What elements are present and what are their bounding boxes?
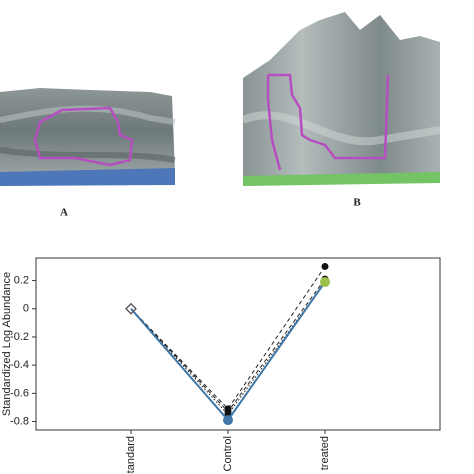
x-tick-label: Control	[222, 436, 234, 471]
y-tick-label: -0.2	[10, 331, 29, 343]
plot-frame	[35, 257, 441, 431]
y-tick-label: -0.8	[10, 415, 29, 427]
marker	[321, 262, 329, 270]
line	[130, 266, 326, 410]
marker	[320, 276, 330, 287]
panel-label: B	[353, 197, 361, 209]
y-tick-label: 0.2	[14, 274, 29, 286]
y-tick-label: -0.6	[10, 387, 29, 399]
y-tick-label: -0.4	[10, 359, 29, 371]
marker	[223, 415, 233, 426]
line	[130, 281, 326, 416]
panel-label: A	[60, 207, 68, 219]
y-tick-label: 0	[23, 303, 29, 315]
surface-a	[0, 88, 176, 186]
surface-b	[241, 12, 441, 186]
marker	[125, 303, 137, 315]
line	[130, 281, 326, 422]
line	[130, 278, 326, 413]
x-tick-label: Standard	[125, 436, 137, 474]
y-axis-label: Standardized Log Abundance	[1, 272, 13, 416]
x-tick-label: treated	[319, 436, 331, 470]
